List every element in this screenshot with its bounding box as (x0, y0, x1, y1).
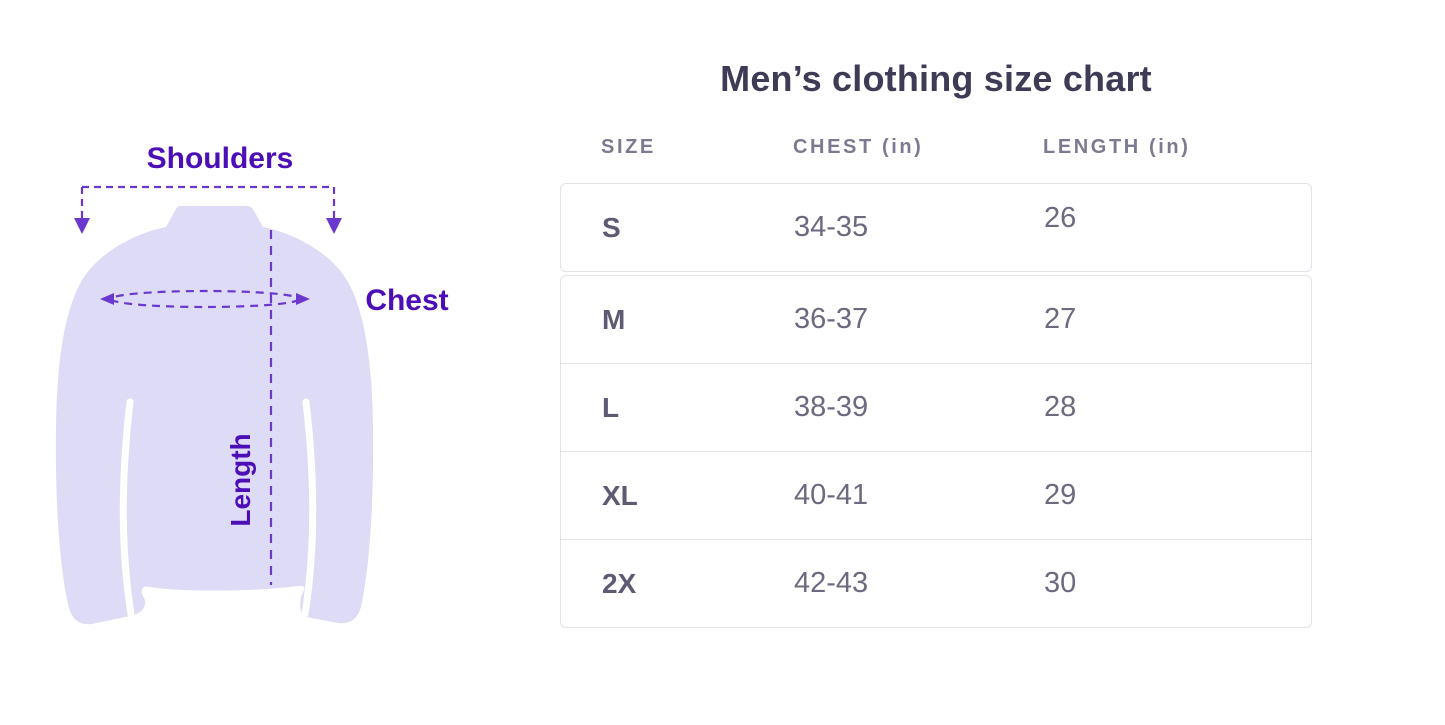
page-title: Men’s clothing size chart (720, 58, 1152, 99)
length-cell: 30 (1044, 567, 1077, 599)
shirt-graphic (55, 206, 374, 625)
table-row-l: L 38-39 28 (561, 363, 1311, 451)
size-chart-table: S 34-35 26 M 36-37 27 L 38-39 28 X (560, 183, 1312, 628)
right-sleeve-separator (301, 398, 317, 618)
chest-arrow-right (296, 293, 310, 305)
chest-arrow-left (100, 293, 114, 305)
chest-cell: 40-41 (794, 479, 869, 511)
table-header-row: SIZE CHEST (in) LENGTH (in) (560, 136, 1312, 159)
chest-label: Chest (365, 284, 448, 317)
column-header-size: SIZE (601, 136, 656, 158)
length-cell: 27 (1044, 303, 1077, 335)
shoulders-bracket (80, 185, 336, 219)
shirt-illustration: Shoulders Chest Length (55, 142, 449, 625)
size-cell: S (602, 211, 621, 243)
chest-cell: 34-35 (794, 211, 869, 243)
table-row-m: M 36-37 27 (561, 276, 1311, 363)
size-cell: M (602, 303, 626, 335)
chest-cell: 36-37 (794, 303, 869, 335)
shoulders-label: Shoulders (147, 142, 294, 175)
length-cell: 29 (1044, 479, 1077, 511)
shoulders-arrow-right (326, 218, 342, 234)
length-cell: 28 (1044, 391, 1077, 423)
size-cell: L (602, 391, 620, 423)
table-row-s: S 34-35 26 (560, 183, 1312, 272)
table-row-2x: 2X 42-43 30 (561, 539, 1311, 627)
column-header-chest: CHEST (in) (793, 136, 924, 158)
length-cell: 26 (1044, 202, 1077, 234)
length-label: Length (225, 433, 256, 526)
column-header-length: LENGTH (in) (1043, 136, 1191, 158)
chest-cell: 38-39 (794, 391, 869, 423)
table-row-xl: XL 40-41 29 (561, 451, 1311, 539)
shoulders-arrow-left (74, 218, 90, 234)
table-row-group: M 36-37 27 L 38-39 28 XL 40-41 29 2X 42-… (560, 275, 1312, 628)
chest-cell: 42-43 (794, 567, 869, 599)
size-chart-section: Men’s clothing size chart SIZE CHEST (in… (560, 0, 1312, 628)
size-cell: XL (602, 479, 638, 511)
size-cell: 2X (602, 567, 637, 599)
left-sleeve-separator (119, 398, 135, 618)
